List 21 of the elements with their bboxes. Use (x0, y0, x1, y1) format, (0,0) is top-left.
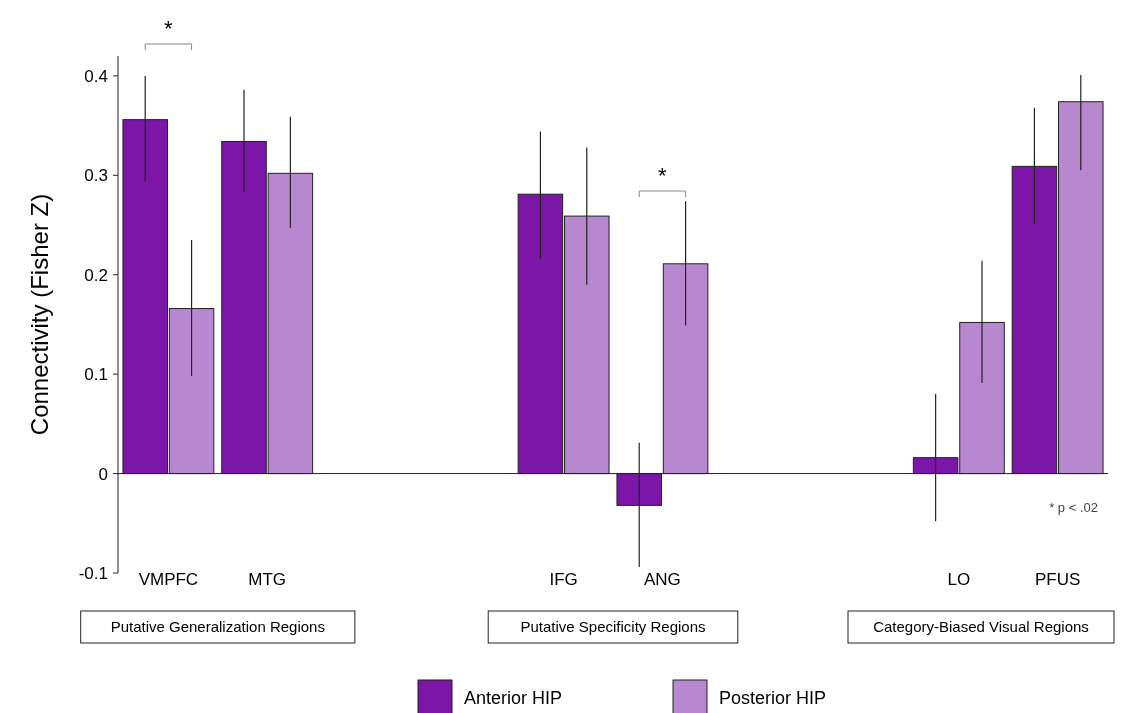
annotation: * (658, 163, 668, 188)
y-tick-label: 0.3 (84, 166, 108, 186)
y-tick-label: -0.1 (78, 563, 108, 583)
x-tick-label: ANG (643, 570, 681, 589)
text: Category-Biased Visual Regions (873, 618, 1089, 635)
x-tick-label: MTG (248, 570, 287, 589)
y-tick-label: 0.4 (84, 66, 108, 86)
x-tick-label: LO (947, 570, 971, 589)
x-tick-label: IFG (549, 570, 578, 589)
y-tick-label: 0 (98, 464, 108, 484)
x-tick-label: VMPFC (138, 570, 199, 589)
y-tick-label: 0.2 (84, 265, 108, 285)
y-axis-title: Connectivity (Fisher Z) (26, 193, 53, 436)
y-tick-label: 0.1 (84, 365, 108, 385)
annotation: * p < .02 (1049, 499, 1098, 515)
text: * (164, 16, 174, 41)
text: Putative Generalization Regions (110, 618, 325, 635)
legend-label: Anterior HIP (464, 688, 563, 709)
legend-label: Posterior HIP (719, 688, 827, 709)
text: Putative Specificity Regions (520, 618, 706, 635)
x-tick-label: PFUS (1034, 570, 1081, 589)
